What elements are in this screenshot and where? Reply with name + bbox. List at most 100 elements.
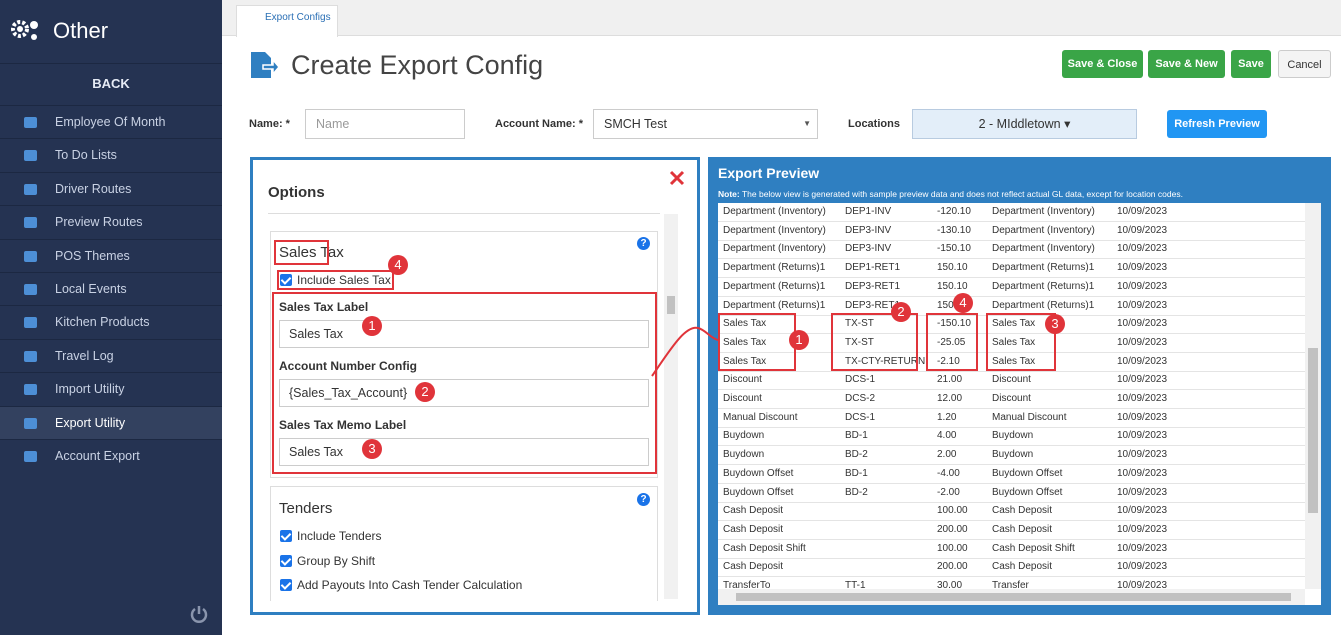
nav-label: Travel Log bbox=[55, 348, 114, 363]
nav-icon bbox=[24, 451, 37, 462]
include-sales-tax-checkbox[interactable] bbox=[280, 274, 292, 286]
table-cell: 30.00 bbox=[937, 580, 963, 591]
nav-item[interactable]: POS Themes bbox=[0, 238, 222, 272]
table-cell: Department (Inventory) bbox=[723, 243, 826, 255]
tab[interactable]: Export Configs bbox=[236, 5, 338, 37]
field-input[interactable]: Sales Tax bbox=[279, 438, 649, 466]
table-cell: Department (Inventory) bbox=[992, 243, 1095, 255]
field-input[interactable]: {Sales_Tax_Account} bbox=[279, 379, 649, 407]
nav-icon bbox=[24, 350, 37, 362]
table-cell: Buydown Offset bbox=[992, 486, 1063, 498]
table-cell: 10/09/2023 bbox=[1117, 430, 1168, 442]
tenders-title: Tenders bbox=[279, 500, 333, 517]
table-cell: 150.10 bbox=[937, 262, 968, 274]
table-cell: Department (Inventory) bbox=[992, 224, 1095, 236]
table-row-divider bbox=[718, 277, 1305, 279]
help-icon[interactable]: ? bbox=[637, 237, 650, 250]
table-cell: Cash Deposit bbox=[723, 523, 784, 535]
tab-label: Export Configs bbox=[265, 12, 331, 23]
options-title: Options bbox=[268, 184, 325, 201]
table-cell: 10/09/2023 bbox=[1117, 467, 1168, 479]
sales-tax-card bbox=[270, 231, 658, 478]
tender-checkbox[interactable] bbox=[280, 530, 292, 542]
nav-item[interactable]: To Do Lists bbox=[0, 138, 222, 171]
table-hscrollbar[interactable] bbox=[718, 589, 1305, 605]
nav-label: Employee Of Month bbox=[55, 115, 166, 129]
table-cell: 10/09/2023 bbox=[1117, 336, 1168, 348]
table-row-divider bbox=[718, 221, 1305, 222]
nav-item[interactable]: Export Utility bbox=[0, 405, 222, 439]
preview-note: Note: The below view is generated with s… bbox=[718, 189, 1183, 199]
highlight-box bbox=[831, 313, 918, 371]
table-cell: 10/09/2023 bbox=[1117, 542, 1168, 554]
account-select[interactable]: SMCH Test ▼ bbox=[593, 109, 818, 139]
nav-item[interactable]: Local Events bbox=[0, 272, 222, 305]
table-cell: Sales Tax bbox=[723, 336, 767, 348]
nav-icon bbox=[24, 150, 37, 162]
table-cell: Buydown bbox=[723, 449, 765, 461]
table-row-divider bbox=[718, 520, 1305, 522]
nav-item[interactable]: Driver Routes bbox=[0, 171, 222, 205]
nav-label: Import Utility bbox=[55, 382, 125, 397]
table-cell: TransferTo bbox=[723, 580, 771, 591]
nav-icon bbox=[24, 384, 37, 396]
tender-checkbox[interactable] bbox=[280, 554, 292, 567]
header-button[interactable]: Cancel bbox=[1278, 50, 1331, 78]
table-cell: 10/09/2023 bbox=[1117, 449, 1168, 461]
nav-item[interactable]: Account Export bbox=[0, 439, 222, 472]
refresh-label: Refresh Preview bbox=[1174, 118, 1260, 130]
table-cell: -130.10 bbox=[937, 224, 971, 236]
table-scrollbar[interactable] bbox=[1305, 203, 1321, 589]
table-cell: 10/09/2023 bbox=[1117, 505, 1168, 517]
table-cell: BD-1 bbox=[845, 467, 868, 479]
nav-icon bbox=[24, 117, 37, 128]
table-cell: Department (Inventory) bbox=[992, 206, 1095, 217]
table-cell: 2.00 bbox=[937, 449, 957, 461]
connector bbox=[651, 326, 719, 377]
location-dropdown[interactable]: 2 - MIddletown ▾ bbox=[912, 109, 1137, 139]
name-label: Name: * bbox=[249, 118, 290, 130]
power-icon[interactable] bbox=[190, 605, 208, 623]
table-cell: 10/09/2023 bbox=[1117, 523, 1168, 535]
table-cell: 10/09/2023 bbox=[1117, 262, 1168, 274]
options-scrollbar[interactable] bbox=[664, 214, 678, 599]
table-cell: DEP3-INV bbox=[845, 243, 892, 255]
header-button[interactable]: Save & New bbox=[1148, 50, 1225, 78]
tender-checkbox[interactable] bbox=[280, 579, 292, 591]
nav-item[interactable]: Import Utility bbox=[0, 372, 222, 405]
help-icon[interactable]: ? bbox=[637, 493, 650, 506]
sidebar-title: Other bbox=[53, 18, 109, 43]
highlight-box bbox=[986, 313, 1056, 371]
table-cell: DEP3-RET1 bbox=[845, 280, 901, 292]
table-cell: -2.00 bbox=[937, 486, 960, 498]
table-row-divider bbox=[718, 389, 1305, 391]
tender-check-label: Add Payouts Into Cash Tender Calculation bbox=[297, 578, 523, 592]
table-cell: Sales Tax bbox=[992, 355, 1036, 367]
nav-item[interactable]: Employee Of Month bbox=[0, 105, 222, 138]
field-input[interactable]: Sales Tax bbox=[279, 320, 649, 348]
nav-item[interactable]: Preview Routes bbox=[0, 205, 222, 238]
table-cell: BD-2 bbox=[845, 449, 868, 461]
header-button[interactable]: Save & Close bbox=[1062, 50, 1143, 78]
nav-item[interactable]: Kitchen Products bbox=[0, 305, 222, 338]
refresh-button[interactable]: Refresh Preview bbox=[1167, 110, 1267, 138]
location-value: 2 - MIddletown bbox=[978, 117, 1061, 131]
highlight-box bbox=[277, 270, 394, 290]
options-panel bbox=[250, 157, 700, 615]
table-cell: Buydown bbox=[723, 430, 765, 442]
table-cell: DCS-1 bbox=[845, 411, 876, 423]
callout-badge: 4 bbox=[388, 255, 408, 275]
table-cell: 10/09/2023 bbox=[1117, 411, 1168, 423]
close-icon[interactable] bbox=[669, 170, 685, 186]
name-input[interactable]: Name bbox=[305, 109, 465, 139]
table-cell: 150.10 bbox=[937, 300, 968, 311]
table-cell: Department (Returns)1 bbox=[992, 299, 1095, 311]
header-button[interactable]: Save bbox=[1231, 50, 1271, 78]
table-cell: Department (Inventory) bbox=[723, 224, 826, 236]
table-cell: Sales Tax bbox=[723, 355, 767, 367]
table-row-divider bbox=[718, 482, 1305, 484]
table-cell: DEP3-INV bbox=[845, 224, 892, 236]
back-button[interactable]: BACK bbox=[0, 63, 222, 107]
nav-item[interactable]: Travel Log bbox=[0, 338, 222, 372]
